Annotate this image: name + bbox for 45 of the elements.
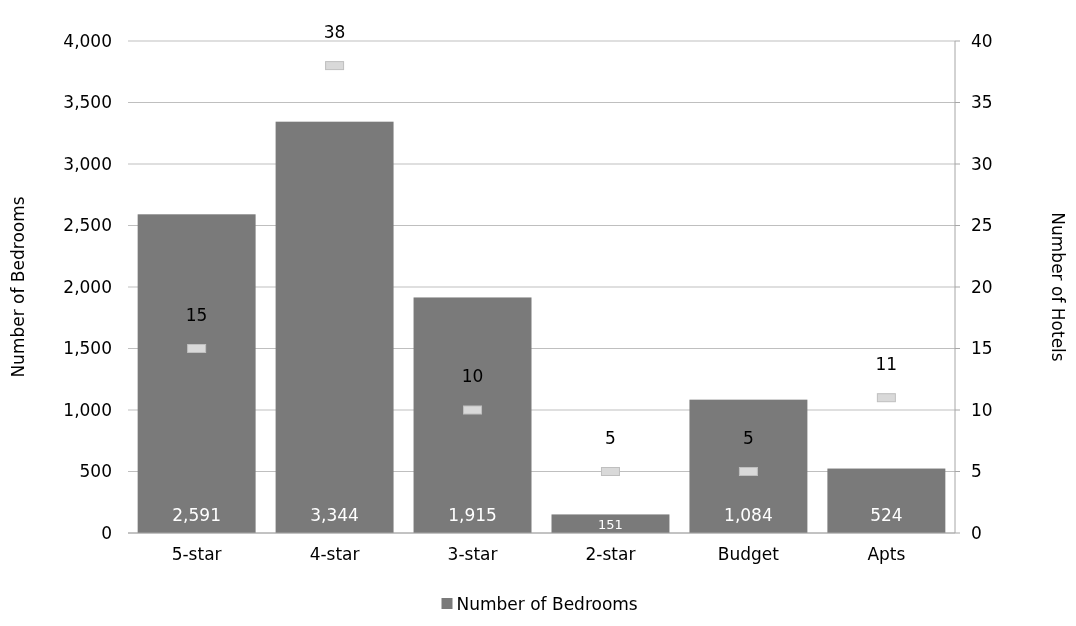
y-tick-label: 1,500 [63, 338, 112, 359]
data-label: 2,591 [172, 505, 221, 525]
data-label: 5 [605, 427, 616, 448]
y-tick-label: 4,000 [63, 30, 112, 51]
y-tick-label: 2,500 [63, 215, 112, 236]
x-tick-label: 3-star [447, 544, 498, 564]
data-label: 1,915 [448, 505, 497, 525]
y-tick-label: 3,500 [63, 92, 112, 113]
legend-label: Number of Bedrooms [456, 594, 638, 614]
y2-tick-label: 35 [971, 92, 993, 113]
bar [413, 297, 532, 533]
y2-tick-label: 15 [971, 338, 993, 359]
y2-tick-label: 5 [971, 461, 982, 482]
y2-tick-label: 40 [971, 30, 993, 51]
y2-axis-title: Number of Hotels [1048, 212, 1068, 362]
y2-tick-label: 30 [971, 153, 993, 174]
data-label: 15 [185, 304, 208, 325]
y2-tick-label: 20 [971, 276, 993, 297]
y-tick-label: 500 [79, 461, 112, 482]
data-label: 10 [461, 366, 484, 386]
x-tick-label: 5-star [171, 544, 222, 564]
bar [275, 121, 394, 533]
y2-tick-label: 10 [971, 399, 993, 420]
data-label: 524 [870, 505, 903, 525]
y-tick-label: 2,000 [63, 276, 112, 297]
y2-tick-label: 0 [971, 522, 982, 543]
x-tick-label: 2-star [585, 544, 636, 564]
y-axis-title: Number of Bedrooms [8, 196, 28, 378]
x-tick-label: Apts [867, 544, 906, 564]
x-tick-label: Budget [717, 544, 780, 564]
data-label: 38 [323, 21, 346, 42]
y-tick-label: 1,000 [63, 399, 112, 420]
y2-tick-label: 25 [971, 215, 993, 236]
data-label: 11 [875, 353, 898, 374]
bar [827, 468, 946, 533]
bar [137, 214, 256, 533]
data-label: 151 [598, 517, 623, 532]
x-tick-label: 4-star [309, 544, 360, 564]
bar [551, 514, 670, 533]
data-label: 1,084 [724, 505, 773, 525]
data-label: 5 [743, 427, 754, 448]
data-label: 3,344 [310, 505, 359, 525]
y-tick-label: 0 [101, 522, 112, 543]
bar [689, 399, 808, 533]
y-tick-label: 3,000 [63, 153, 112, 174]
